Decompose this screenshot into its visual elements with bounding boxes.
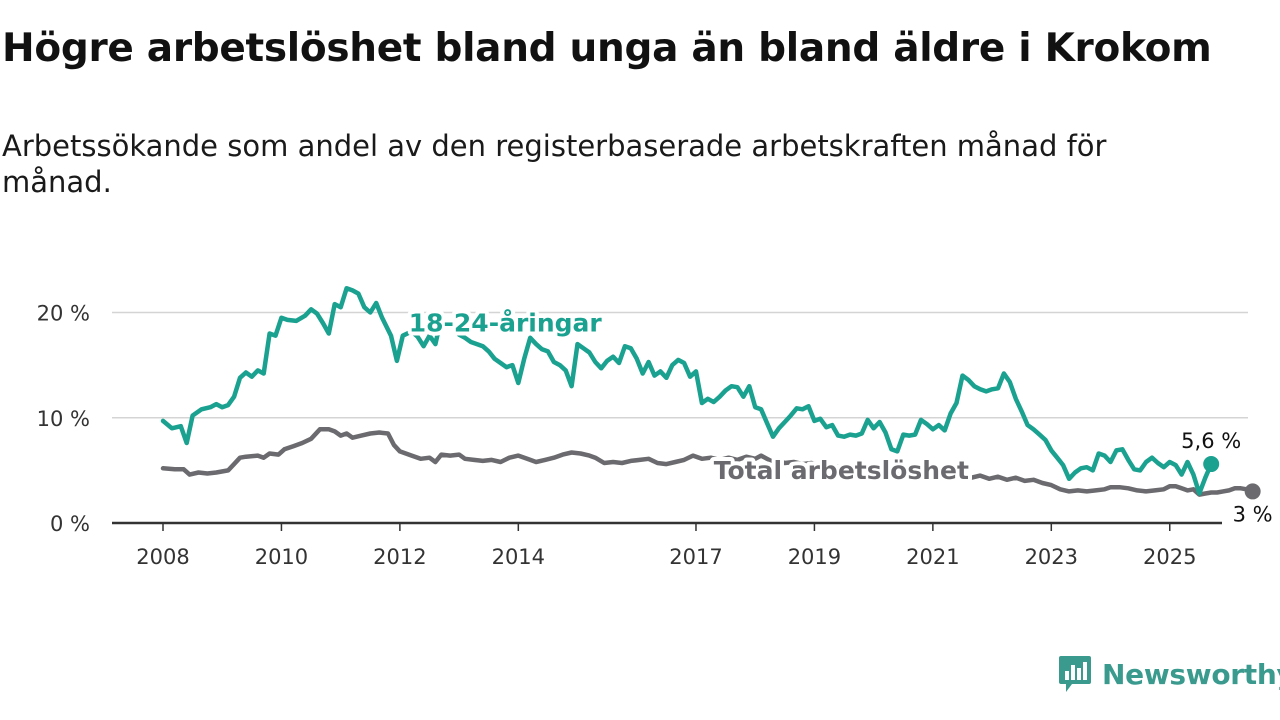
- x-tick-label: 2012: [373, 545, 426, 569]
- x-tick-label: 2014: [492, 545, 545, 569]
- end-value-label-18-24: 5,6 %: [1181, 429, 1241, 453]
- x-tick-label: 2021: [906, 545, 959, 569]
- x-tick-label: 2019: [788, 545, 841, 569]
- end-value-label-total: 3 %: [1233, 502, 1273, 526]
- series-label-total: Total arbetslöshet: [714, 456, 969, 485]
- newsworthy-logo: Newsworthy: [1058, 654, 1280, 694]
- x-tick-label: 2017: [669, 545, 722, 569]
- end-marker-18-24: [1203, 456, 1220, 473]
- y-tick-label: 20 %: [37, 302, 90, 326]
- x-tick-label: 2008: [136, 545, 189, 569]
- brand-name: Newsworthy: [1102, 657, 1280, 691]
- y-tick-label: 0 %: [50, 512, 90, 536]
- x-tick-label: 2023: [1025, 545, 1078, 569]
- series-line-total: [160, 427, 1255, 497]
- chart-subtitle: Arbetssökande som andel av den registerb…: [2, 129, 1107, 199]
- x-tick-label: 2010: [255, 545, 308, 569]
- x-tick-label: 2025: [1143, 545, 1196, 569]
- series-line-18-24: [160, 286, 1214, 496]
- chart-title: Högre arbetslöshet bland unga än bland ä…: [2, 26, 1212, 71]
- y-tick-label: 10 %: [37, 407, 90, 431]
- bar-chart-logo-icon: [1059, 656, 1091, 692]
- series-label-18-24: 18-24-åringar: [409, 308, 603, 337]
- end-marker-total: [1244, 483, 1261, 500]
